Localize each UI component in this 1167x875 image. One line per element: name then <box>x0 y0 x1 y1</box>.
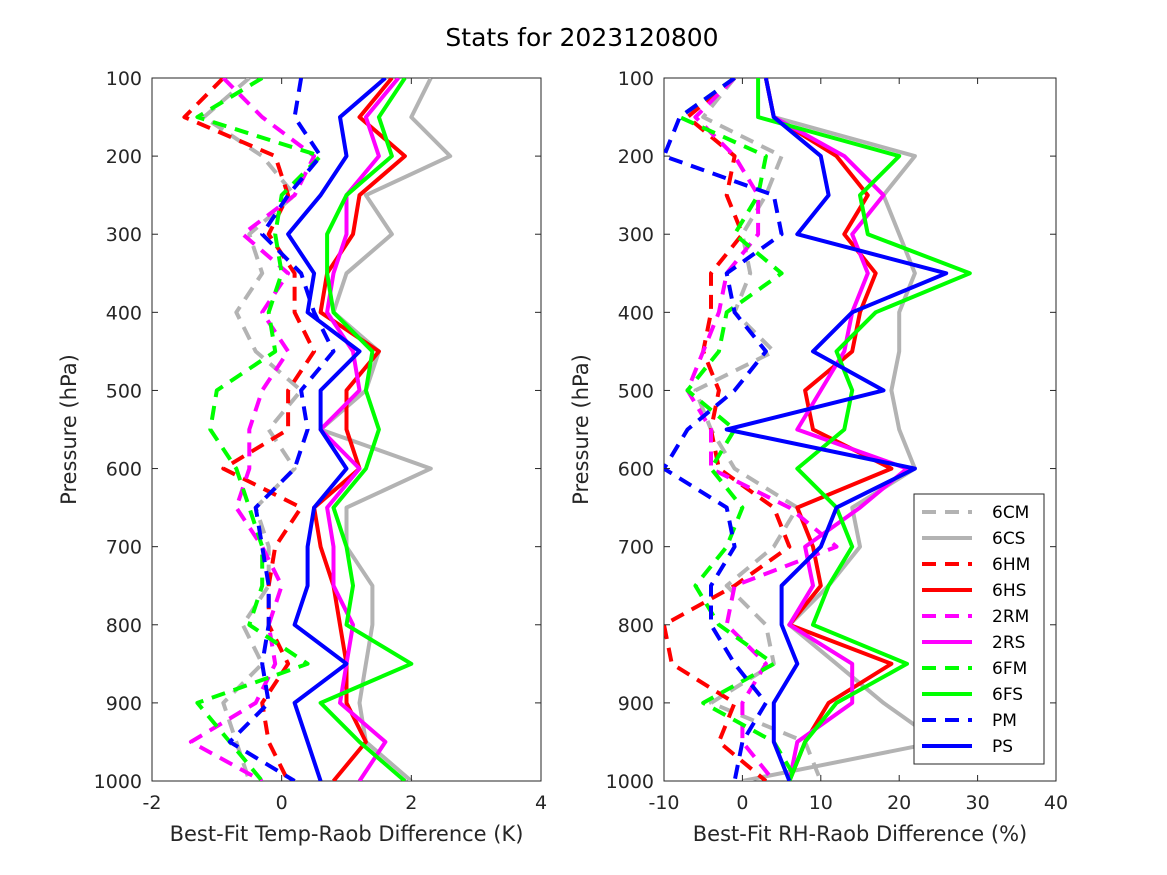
y-tick-label: 400 <box>618 302 654 324</box>
x-tick-label: -2 <box>143 792 162 814</box>
series-line-pm <box>664 78 784 781</box>
y-tick-label: 1000 <box>606 771 654 793</box>
x-tick-label: 40 <box>1044 792 1068 814</box>
legend-label: 6FS <box>992 685 1023 705</box>
y-tick-label: 500 <box>618 380 654 402</box>
y-tick-label: 300 <box>618 224 654 246</box>
x-tick-label: 0 <box>276 792 288 814</box>
figure-title: Stats for 2023120800 <box>445 23 718 52</box>
y-tick-label: 1000 <box>94 771 142 793</box>
y-axis-label: Pressure (hPa) <box>57 354 81 505</box>
x-tick-label: -10 <box>648 792 679 814</box>
legend-label: PM <box>992 711 1017 731</box>
series-line-6hm <box>182 78 317 781</box>
legend-entry-6fm: 6FM <box>922 659 1027 679</box>
legend-label: 2RS <box>992 633 1025 653</box>
legend-label: 6HM <box>992 555 1030 575</box>
legend-label: 2RM <box>992 607 1029 627</box>
legend-entry-6hs: 6HS <box>922 581 1026 601</box>
series-line-2rm <box>685 78 839 781</box>
legend-entry-6cm: 6CM <box>922 503 1029 523</box>
legend-entry-pm: PM <box>922 711 1017 731</box>
series-line-6hs <box>763 78 894 781</box>
y-tick-label: 200 <box>106 146 142 168</box>
legend-label: 6CM <box>992 503 1029 523</box>
series-line-2rm <box>188 78 317 781</box>
y-tick-label: 800 <box>618 615 654 637</box>
y-tick-label: 500 <box>106 380 142 402</box>
x-tick-label: 0 <box>736 792 748 814</box>
y-tick-label: 600 <box>106 459 142 481</box>
y-tick-label: 300 <box>106 224 142 246</box>
legend-label: 6HS <box>992 581 1026 601</box>
legend-entry-ps: PS <box>922 737 1013 757</box>
x-tick-label: 10 <box>809 792 833 814</box>
legend-label: PS <box>992 737 1013 757</box>
y-tick-label: 100 <box>618 68 654 90</box>
legend-label: 6CS <box>992 529 1025 549</box>
y-tick-label: 700 <box>618 537 654 559</box>
y-tick-label: 900 <box>618 693 654 715</box>
x-tick-label: 20 <box>887 792 911 814</box>
series-line-ps <box>724 78 949 781</box>
x-axis-label: Best-Fit Temp-Raob Difference (K) <box>170 822 524 846</box>
y-tick-label: 600 <box>618 459 654 481</box>
y-tick-label: 200 <box>618 146 654 168</box>
legend-entry-6cs: 6CS <box>922 529 1025 549</box>
legend-entry-6fs: 6FS <box>922 685 1023 705</box>
x-tick-label: 30 <box>966 792 990 814</box>
series-line-6fm <box>195 78 323 781</box>
y-tick-label: 100 <box>106 68 142 90</box>
x-axis-label: Best-Fit RH-Raob Difference (%) <box>693 822 1027 846</box>
y-tick-label: 900 <box>106 693 142 715</box>
legend-label: 6FM <box>992 659 1027 679</box>
legend-entry-2rs: 2RS <box>922 633 1025 653</box>
series-line-pm <box>227 78 336 781</box>
y-tick-label: 800 <box>106 615 142 637</box>
series-line-6fs <box>756 78 972 781</box>
legend-entry-6hm: 6HM <box>922 555 1030 575</box>
legend-entry-2rm: 2RM <box>922 607 1029 627</box>
series-group <box>664 78 972 781</box>
x-tick-label: 2 <box>405 792 417 814</box>
series-line-ps <box>286 78 387 781</box>
series-line-2rs <box>763 78 909 781</box>
series-line-6fs <box>318 78 414 781</box>
series-group <box>182 78 453 781</box>
panel-temp: -2 0 2 4 100 200 300 400 500 600 700 800 900 1000 Best… <box>57 68 547 846</box>
y-axis-label: Pressure (hPa) <box>569 354 593 505</box>
legend: 6CM 6CS 6HM 6HS 2RM 2RS 6FM 6FS PM PS <box>913 493 1045 765</box>
x-tick-label: 4 <box>535 792 547 814</box>
y-tick-label: 700 <box>106 537 142 559</box>
y-tick-label: 400 <box>106 302 142 324</box>
